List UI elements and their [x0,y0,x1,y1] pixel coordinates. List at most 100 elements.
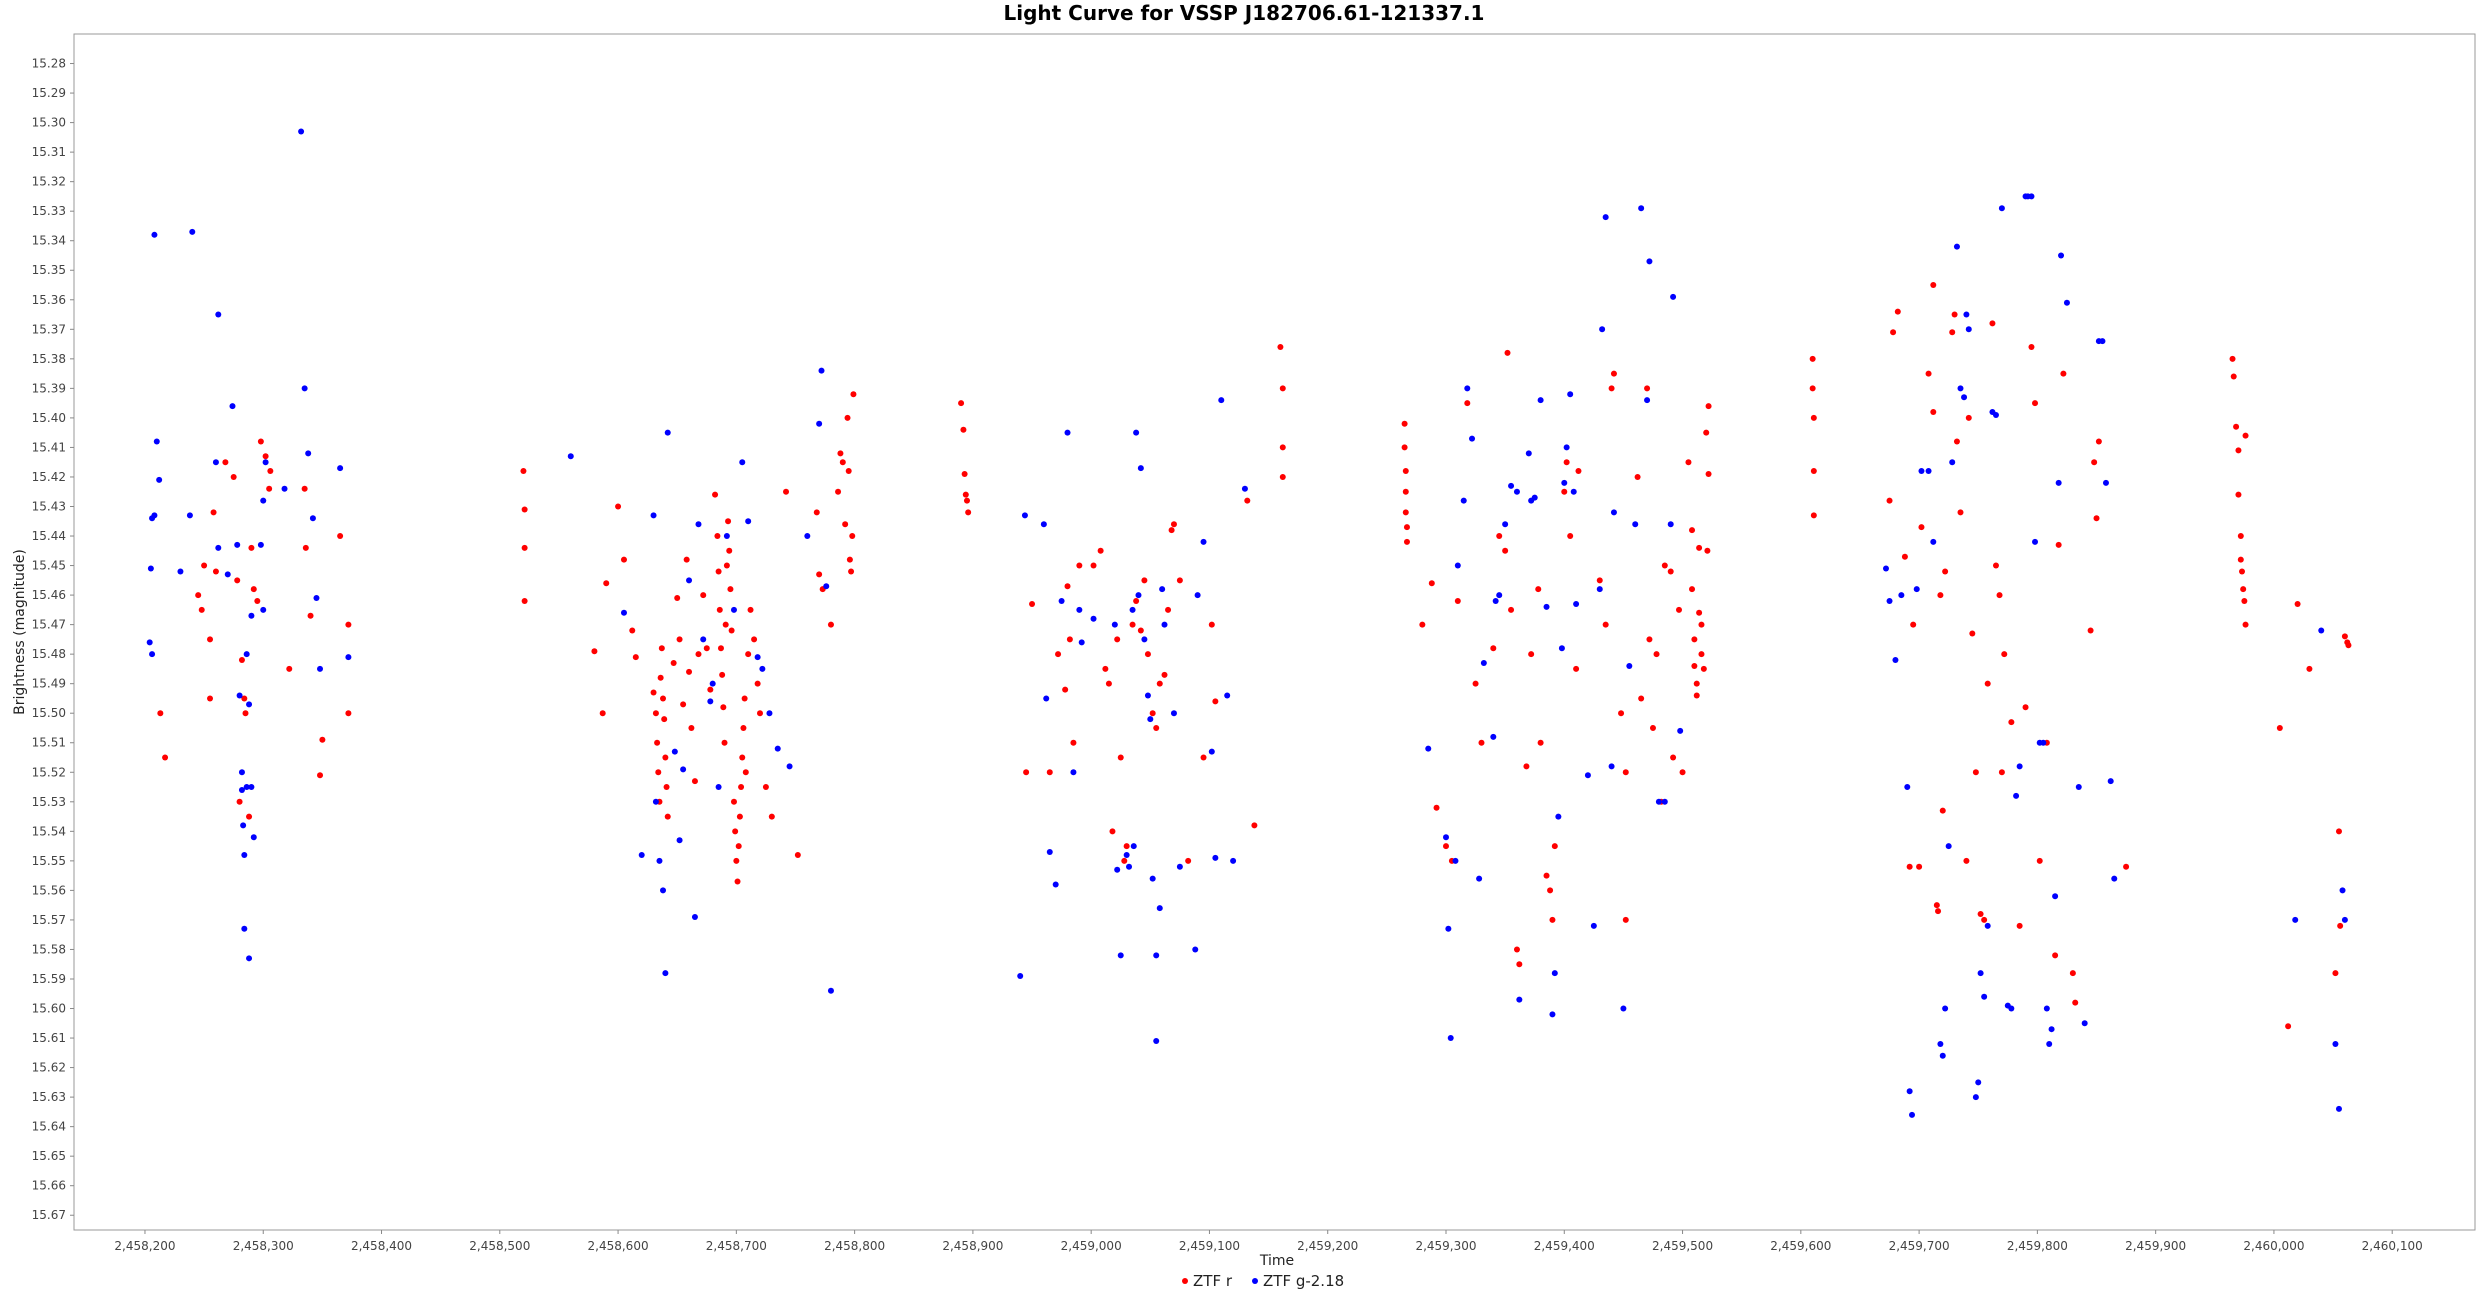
data-point-series-0 [1689,527,1696,534]
data-point-series-1 [1241,485,1248,492]
data-point-series-0 [676,636,683,643]
data-point-series-1 [680,766,687,773]
data-point-series-1 [1153,952,1160,959]
legend[interactable]: ZTF r ZTF g-2.18 [1182,1272,1344,1290]
data-point-series-1 [1135,592,1142,599]
data-point-series-1 [804,533,811,540]
data-point-series-0 [1090,562,1097,569]
data-point-series-0 [816,571,823,578]
y-tick-label: 15.31 [32,145,66,159]
data-points [146,128,2352,1118]
data-point-series-1 [1882,565,1889,572]
data-point-series-1 [707,698,714,705]
data-point-series-0 [1149,710,1156,717]
data-point-series-1 [1516,996,1523,1003]
data-point-series-0 [620,556,627,563]
data-point-series-0 [1428,580,1435,587]
data-point-series-1 [186,512,193,519]
x-tick-label: 2,458,600 [588,1239,649,1253]
data-point-series-0 [1055,651,1062,658]
data-point-series-1 [301,385,308,392]
data-point-series-0 [1689,586,1696,593]
data-point-series-0 [1963,857,1970,864]
data-point-series-0 [1137,627,1144,634]
y-tick-label: 15.55 [32,854,66,868]
data-point-series-0 [719,671,726,678]
legend-entry[interactable]: ZTF r [1193,1272,1233,1290]
y-tick-label: 15.35 [32,263,66,277]
data-point-series-0 [603,580,610,587]
data-point-series-1 [1508,482,1515,489]
data-point-series-0 [1698,621,1705,628]
data-point-series-1 [345,654,352,661]
data-point-series-0 [2008,719,2015,726]
data-point-series-1 [238,786,245,793]
data-point-series-0 [1208,621,1215,628]
data-point-series-0 [725,518,732,525]
data-point-series-1 [1602,214,1609,221]
x-tick-label: 2,458,900 [942,1239,1003,1253]
data-point-series-1 [2052,893,2059,900]
data-point-series-0 [1653,651,1660,658]
data-point-series-0 [1676,606,1683,613]
data-point-series-0 [1547,887,1554,894]
data-point-series-1 [257,541,264,548]
data-point-series-0 [1984,680,1991,687]
data-point-series-0 [1634,473,1641,480]
data-point-series-1 [1563,444,1570,451]
data-point-series-0 [1114,636,1121,643]
y-tick-label: 15.30 [32,116,66,130]
legend-entry[interactable]: ZTF g-2.18 [1263,1272,1344,1290]
data-point-series-0 [839,459,846,466]
y-tick-label: 15.28 [32,57,66,71]
data-point-series-1 [2032,538,2039,545]
data-point-series-0 [1691,636,1698,643]
data-point-series-0 [2095,438,2102,445]
y-tick-label: 15.38 [32,352,66,366]
data-point-series-0 [591,648,598,655]
data-point-series-0 [212,568,219,575]
data-point-series-0 [307,612,314,619]
data-point-series-0 [1704,547,1711,554]
data-point-series-1 [1170,710,1177,717]
data-point-series-0 [2242,621,2249,628]
data-point-series-1 [337,465,344,472]
data-point-series-0 [1401,444,1408,451]
data-point-series-0 [963,497,970,504]
data-point-series-1 [260,497,267,504]
y-tick-label: 15.34 [32,234,66,248]
data-point-series-0 [1105,680,1112,687]
data-point-series-0 [1575,468,1582,475]
data-point-series-0 [2087,627,2094,634]
y-tick-label: 15.50 [32,706,66,720]
data-point-series-0 [1133,597,1140,604]
data-point-series-1 [1551,970,1558,977]
data-point-series-0 [740,724,747,731]
data-point-series-0 [1608,385,1615,392]
data-point-series-1 [1677,727,1684,734]
data-point-series-0 [319,736,326,743]
y-tick-label: 15.49 [32,677,66,691]
data-point-series-1 [1918,468,1925,475]
data-point-series-1 [730,606,737,613]
data-point-series-0 [655,769,662,776]
data-point-series-1 [786,763,793,770]
x-tick-label: 2,459,200 [1297,1239,1358,1253]
data-point-series-0 [1144,651,1151,658]
data-point-series-0 [1176,577,1183,584]
data-point-series-0 [1464,400,1471,407]
data-point-series-0 [248,544,255,551]
data-point-series-0 [739,754,746,761]
data-point-series-0 [664,813,671,820]
data-point-series-0 [2028,344,2035,351]
data-point-series-1 [2102,479,2109,486]
data-point-series-0 [2123,863,2130,870]
data-point-series-0 [2091,459,2098,466]
data-point-series-1 [215,311,222,318]
data-point-series-1 [662,970,669,977]
data-point-series-0 [238,657,245,664]
data-point-series-0 [1117,754,1124,761]
data-point-series-1 [151,512,158,519]
data-point-series-0 [1925,370,1932,377]
data-point-series-0 [1918,524,1925,531]
